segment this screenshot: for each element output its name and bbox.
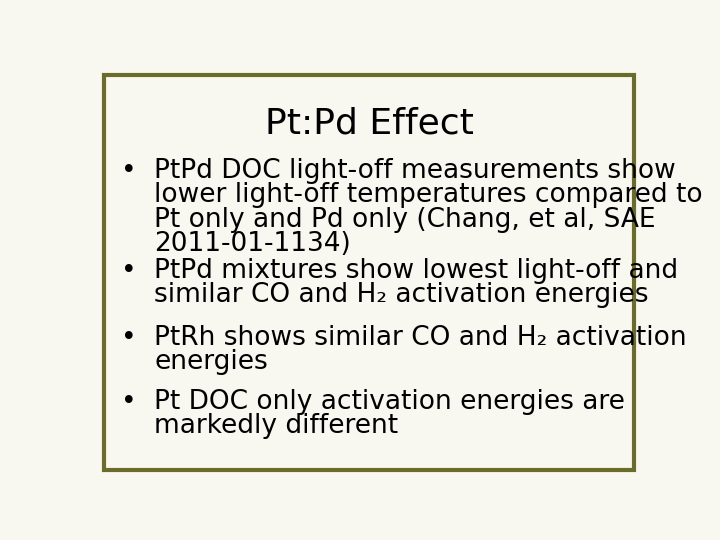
Text: PtPd DOC light-off measurements show: PtPd DOC light-off measurements show bbox=[154, 158, 676, 184]
Text: PtRh shows similar CO and H₂ activation: PtRh shows similar CO and H₂ activation bbox=[154, 325, 687, 350]
Text: •: • bbox=[121, 158, 137, 184]
Text: •: • bbox=[121, 325, 137, 350]
Text: 2011-01-1134): 2011-01-1134) bbox=[154, 231, 351, 256]
Text: markedly different: markedly different bbox=[154, 413, 398, 439]
Text: Pt:Pd Effect: Pt:Pd Effect bbox=[264, 106, 474, 140]
Text: •: • bbox=[121, 258, 137, 284]
Text: Pt DOC only activation energies are: Pt DOC only activation energies are bbox=[154, 389, 625, 415]
Text: •: • bbox=[121, 389, 137, 415]
Text: PtPd mixtures show lowest light-off and: PtPd mixtures show lowest light-off and bbox=[154, 258, 678, 284]
Text: lower light-off temperatures compared to: lower light-off temperatures compared to bbox=[154, 183, 703, 208]
Text: energies: energies bbox=[154, 349, 268, 375]
Text: Pt only and Pd only (Chang, et al, SAE: Pt only and Pd only (Chang, et al, SAE bbox=[154, 207, 656, 233]
Text: similar CO and H₂ activation energies: similar CO and H₂ activation energies bbox=[154, 282, 649, 308]
